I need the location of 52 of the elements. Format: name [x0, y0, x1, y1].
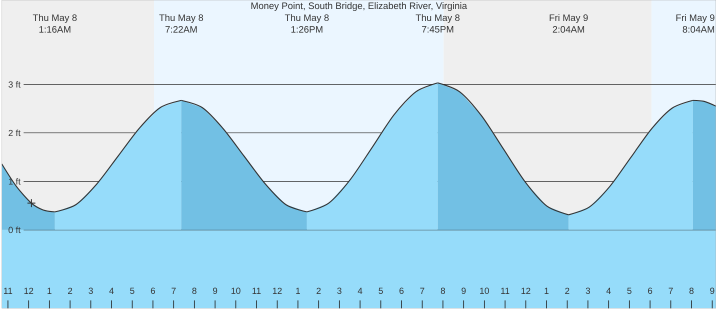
- x-tick-label: 3: [88, 288, 93, 294]
- x-tick-label: 5: [627, 288, 632, 294]
- x-tick-label: 11: [4, 288, 12, 294]
- annotation: Fri May 9: [550, 14, 588, 24]
- annotation: Thu May 8: [416, 14, 460, 24]
- x-tick-label: 10: [480, 288, 489, 294]
- x-tick-label: 8: [689, 288, 694, 294]
- x-tick-label: 3: [586, 288, 590, 294]
- x-tick-label: 12: [522, 288, 530, 294]
- y-tick-label: 0 ft: [8, 226, 21, 234]
- annotation: Fri May 9: [676, 14, 714, 24]
- annotation: 7:22AM: [166, 26, 197, 33]
- x-tick-label: 7: [420, 288, 424, 294]
- x-tick-label: 1: [296, 288, 300, 294]
- annotation: Thu May 8: [159, 14, 204, 24]
- x-tick-label: 2: [68, 288, 72, 294]
- x-tick-label: 2: [316, 288, 321, 294]
- x-tick-label: 9: [213, 288, 218, 294]
- annotation: 2:04AM: [552, 26, 584, 33]
- x-tick-label: 5: [130, 288, 134, 294]
- x-tick-label: 3: [337, 288, 342, 294]
- x-tick-label: 12: [24, 288, 34, 294]
- x-tick-label: 7: [172, 288, 176, 294]
- x-tick-label: 1: [544, 288, 549, 294]
- x-tick-label: 8: [192, 288, 196, 294]
- x-tick-label: 1: [48, 288, 52, 294]
- x-tick-label: 11: [501, 288, 510, 294]
- annotation: 7:45PM: [422, 26, 454, 33]
- x-tick-label: 11: [252, 288, 261, 294]
- annotation: Thu May 8: [284, 14, 329, 24]
- x-tick-label: 6: [399, 288, 404, 294]
- x-tick-label: 6: [648, 288, 652, 294]
- x-tick-label: 5: [378, 288, 383, 294]
- x-tick-label: 6: [150, 288, 156, 294]
- x-tick-label: 4: [358, 288, 362, 294]
- annotation: 8:04AM: [682, 26, 714, 33]
- x-tick-label: 9: [462, 288, 466, 294]
- y-tick-label: 1 ft: [8, 178, 21, 185]
- annotation: Thu May 8: [32, 14, 77, 24]
- x-tick-label: 4: [606, 288, 611, 294]
- annotation: 1:26PM: [291, 26, 322, 33]
- x-tick-label: 8: [440, 288, 446, 294]
- annotation: 1:16AM: [39, 26, 70, 33]
- x-tick-label: 4: [109, 288, 114, 294]
- x-tick-label: 9: [710, 288, 714, 294]
- chart-title: Money Point, South Bridge, Elizabeth River, Virginia: [251, 2, 468, 12]
- y-tick-label: 2 ft: [8, 130, 21, 136]
- x-tick-label: 7: [668, 288, 673, 294]
- x-tick-label: 12: [272, 288, 282, 294]
- x-tick-label: 10: [232, 288, 240, 294]
- x-tick-label: 2: [565, 288, 570, 294]
- y-tick-label: 3 ft: [8, 81, 21, 88]
